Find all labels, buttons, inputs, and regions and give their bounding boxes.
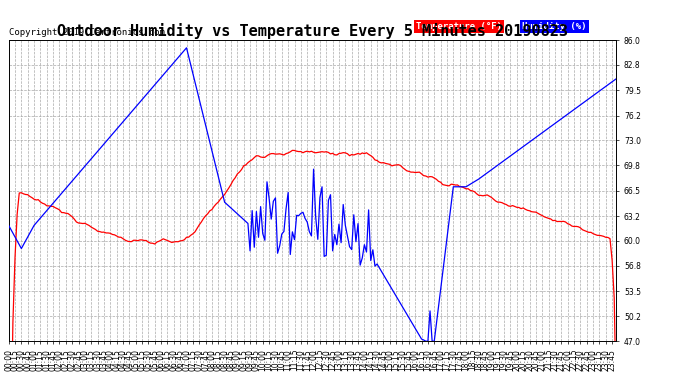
Title: Outdoor Humidity vs Temperature Every 5 Minutes 20190823: Outdoor Humidity vs Temperature Every 5 … — [57, 23, 568, 39]
Text: Copyright 2019 Cartronics.com: Copyright 2019 Cartronics.com — [9, 28, 164, 37]
Text: Humidity (%): Humidity (%) — [522, 22, 586, 31]
Text: Temperature (°F): Temperature (°F) — [416, 22, 502, 31]
